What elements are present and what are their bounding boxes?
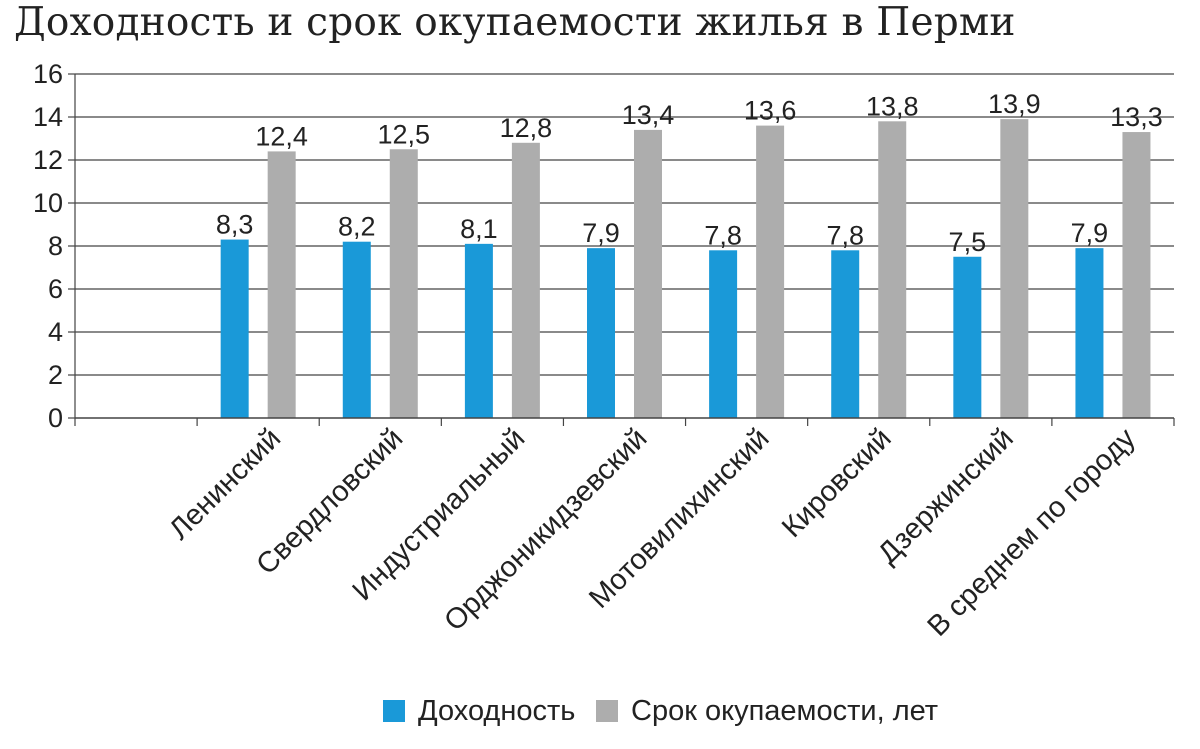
x-axis: ЛенинскийСвердловскийИндустриальныйОрджо… — [74, 417, 1175, 643]
data-label: 13,3 — [1110, 102, 1163, 132]
y-tick-label: 12 — [33, 145, 63, 175]
data-label: 12,4 — [255, 121, 308, 151]
bar — [634, 129, 662, 418]
data-label: 13,9 — [988, 89, 1041, 119]
data-label: 13,4 — [622, 100, 675, 130]
y-tick-label: 6 — [48, 274, 63, 304]
y-tick-label: 10 — [33, 188, 63, 218]
data-label: 7,8 — [826, 220, 864, 250]
bar — [511, 142, 540, 419]
bar — [389, 149, 418, 418]
category-label: Кировский — [776, 422, 898, 544]
data-label: 13,6 — [744, 96, 797, 126]
data-label: 7,9 — [582, 218, 620, 248]
y-tick-label: 2 — [48, 360, 63, 390]
data-label: 13,8 — [866, 91, 919, 121]
bar — [831, 250, 860, 418]
legend-swatch — [383, 700, 405, 722]
data-label: 7,9 — [1071, 218, 1109, 248]
data-label: 7,8 — [704, 220, 742, 250]
bar — [587, 248, 615, 418]
category-label: В среднем по городу — [922, 422, 1143, 643]
data-label: 8,3 — [216, 210, 254, 240]
data-label: 8,2 — [338, 212, 376, 242]
bar — [709, 250, 738, 418]
legend: Доходность Срок окупаемости, лет — [383, 695, 938, 727]
bar — [342, 241, 371, 418]
bars — [220, 119, 1151, 419]
chart-title: Доходность и срок окупаемости жилья в Пе… — [14, 0, 1016, 45]
bar — [878, 121, 907, 419]
y-tick-label: 16 — [33, 59, 63, 89]
y-axis: 0 2 4 6 8 10 12 14 16 — [33, 59, 76, 433]
legend-swatch — [596, 700, 618, 722]
data-label: 12,8 — [500, 113, 553, 143]
bar — [1000, 119, 1029, 419]
y-tick-label: 8 — [48, 231, 63, 261]
y-tick-label: 4 — [48, 317, 63, 347]
y-tick-label: 14 — [33, 102, 63, 132]
bar — [1122, 132, 1151, 419]
gridlines — [75, 73, 1174, 376]
y-tick-label: 0 — [48, 403, 63, 433]
category-label: Ленинский — [163, 422, 287, 546]
bar — [220, 239, 249, 418]
data-label: 8,1 — [460, 214, 498, 244]
bar — [953, 256, 982, 418]
category-label: Орджоникидзевский — [438, 422, 653, 637]
data-labels: 8,3 12,4 8,2 12,5 8,1 12,8 7,9 13,4 7,8 13,6 7,8 13… — [216, 89, 1163, 257]
bar — [1075, 248, 1104, 418]
data-label: 7,5 — [949, 227, 987, 257]
bar — [756, 125, 785, 418]
legend-label: Доходность — [418, 695, 575, 727]
bar — [464, 243, 493, 418]
legend-label: Срок окупаемости, лет — [631, 695, 938, 727]
bar — [267, 151, 296, 418]
data-label: 12,5 — [377, 119, 430, 149]
